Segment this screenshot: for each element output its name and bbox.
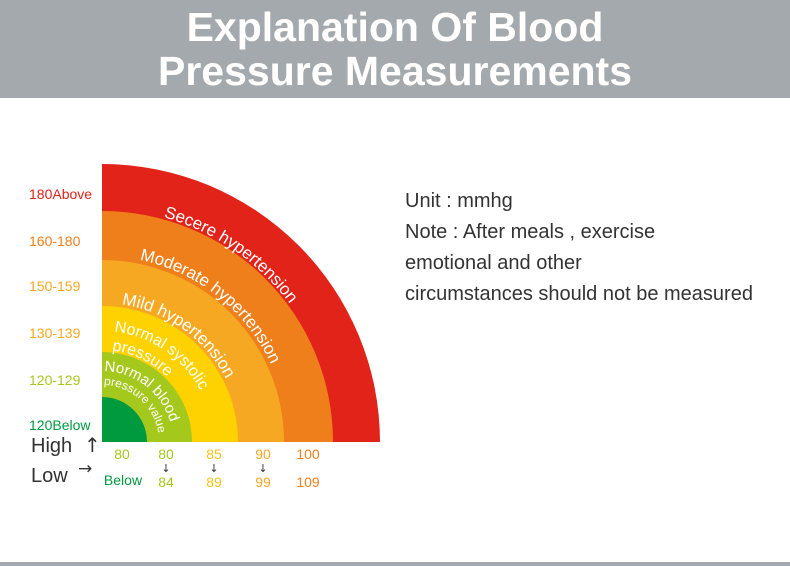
notes-panel: Unit : mmhg Note : After meals , exercis… (405, 186, 790, 310)
note-line-1: Note : After meals , exercise (405, 221, 656, 243)
systolic-level-3: 150-159 (29, 278, 81, 294)
systolic-level-4: 130-139 (29, 325, 81, 341)
down-arrow-icon: ↓ (209, 462, 218, 475)
systolic-levels: 180Above 160-180 150-159 130-139 120-129 120B… (29, 186, 92, 433)
note-line-3: circumstances should not be measured (405, 283, 753, 305)
down-arrow-icon: ↓ (258, 462, 267, 475)
systolic-level-6: 120Below (29, 417, 91, 433)
diastolic-top-1: 80 (114, 446, 130, 462)
diastolic-bottom-1: Below (104, 472, 143, 488)
band-6 (102, 397, 147, 442)
systolic-level-5: 120-129 (29, 372, 81, 388)
low-label: Low (31, 465, 68, 487)
systolic-level-1: 180Above (29, 186, 92, 202)
right-arrow-icon: → (78, 459, 92, 479)
note-line-2: emotional and other (405, 252, 582, 274)
title-line-2: Pressure Measurements (157, 48, 633, 94)
bottom-divider (0, 562, 790, 566)
down-arrow-icon: ↓ (161, 462, 170, 475)
diastolic-bottom-3: 89 (206, 474, 222, 490)
diastolic-bottom-5: 109 (296, 474, 320, 490)
diastolic-top-4: 90 (255, 446, 271, 462)
high-label: High (31, 435, 72, 457)
up-arrow-icon: ↑ (84, 433, 101, 457)
title-banner: Explanation Of Blood Pressure Measuremen… (0, 0, 790, 98)
unit-text: Unit : mmhg (405, 190, 513, 212)
systolic-level-2: 160-180 (29, 233, 81, 249)
diastolic-bottom-4: 99 (255, 474, 271, 490)
pressure-bands (102, 164, 380, 442)
diastolic-top-3: 85 (206, 446, 222, 462)
title-line-1: Explanation Of Blood (186, 4, 604, 50)
diastolic-top-2: 80 (158, 446, 174, 462)
diastolic-top-5: 100 (296, 446, 320, 462)
page-title: Explanation Of Blood Pressure Measuremen… (158, 5, 632, 93)
diastolic-bottom-2: 84 (158, 474, 174, 490)
